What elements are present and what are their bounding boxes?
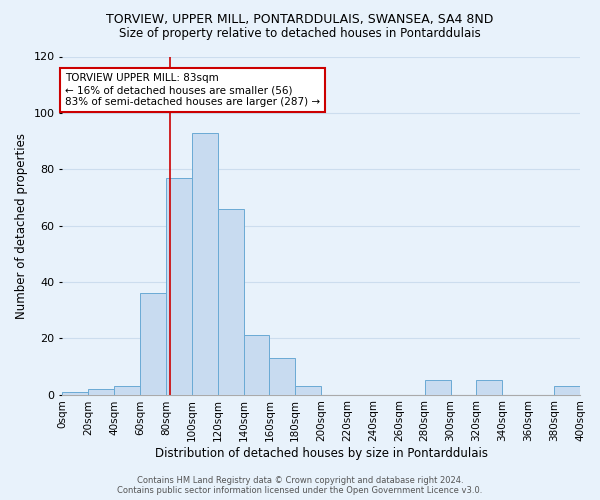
Text: Contains HM Land Registry data © Crown copyright and database right 2024.
Contai: Contains HM Land Registry data © Crown c… [118, 476, 482, 495]
Bar [166, 178, 192, 394]
Bar [244, 336, 269, 394]
Bar [425, 380, 451, 394]
Text: Size of property relative to detached houses in Pontarddulais: Size of property relative to detached ho… [119, 28, 481, 40]
Text: TORVIEW UPPER MILL: 83sqm
← 16% of detached houses are smaller (56)
83% of semi-: TORVIEW UPPER MILL: 83sqm ← 16% of detac… [65, 74, 320, 106]
Bar [476, 380, 502, 394]
Bar [295, 386, 321, 394]
Y-axis label: Number of detached properties: Number of detached properties [15, 132, 28, 318]
Bar [269, 358, 295, 395]
Bar [140, 293, 166, 394]
X-axis label: Distribution of detached houses by size in Pontarddulais: Distribution of detached houses by size … [155, 447, 488, 460]
Bar [62, 392, 88, 394]
Bar [88, 389, 114, 394]
Bar [554, 386, 580, 394]
Bar [114, 386, 140, 394]
Bar [192, 132, 218, 394]
Text: TORVIEW, UPPER MILL, PONTARDDULAIS, SWANSEA, SA4 8ND: TORVIEW, UPPER MILL, PONTARDDULAIS, SWAN… [106, 12, 494, 26]
Bar [218, 208, 244, 394]
